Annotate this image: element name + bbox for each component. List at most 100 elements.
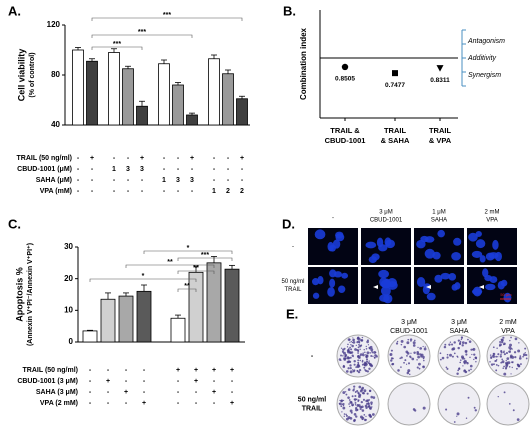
treatment-cell: -	[177, 389, 180, 396]
colony	[367, 344, 370, 346]
significance-bracket	[91, 46, 143, 50]
colony	[410, 356, 412, 359]
colony	[396, 340, 399, 343]
colony	[348, 347, 350, 350]
nucleus	[479, 255, 486, 263]
colony	[343, 413, 346, 415]
colony	[406, 341, 410, 345]
colony	[358, 341, 361, 344]
colony	[346, 360, 350, 364]
colony	[358, 356, 361, 359]
column-label: SAHA	[431, 218, 447, 224]
colony	[463, 369, 466, 372]
colony	[441, 356, 445, 360]
colony	[420, 355, 423, 358]
colony	[353, 385, 356, 388]
y-axis-label: Apoptosis %	[14, 267, 24, 322]
colony	[505, 361, 508, 365]
colony	[361, 409, 365, 412]
y-tick-label: 20	[64, 274, 73, 283]
colony	[364, 404, 368, 408]
colony	[504, 367, 508, 370]
nucleus	[451, 284, 458, 291]
colony	[354, 403, 357, 406]
colony	[489, 354, 492, 356]
treatment-cell: -	[143, 378, 146, 385]
treatment-cell: -	[213, 378, 216, 385]
treatment-cell: -	[77, 166, 80, 173]
bar	[206, 262, 222, 343]
colony	[461, 337, 463, 339]
treatment-cell: -	[227, 166, 230, 173]
colony	[349, 400, 353, 404]
colony	[500, 338, 503, 341]
colony	[366, 392, 369, 395]
colony	[503, 353, 506, 356]
treatment-cell: 3	[140, 166, 144, 173]
colony	[451, 355, 454, 358]
treatment-cell: -	[107, 400, 110, 407]
treatment-cell: -	[77, 177, 80, 184]
colony	[517, 349, 521, 353]
colony	[365, 345, 367, 348]
colony	[446, 367, 449, 370]
colony	[422, 406, 426, 410]
bar	[118, 295, 134, 343]
colony	[354, 348, 357, 351]
colony	[358, 343, 360, 346]
colony	[522, 353, 526, 357]
colony	[503, 372, 507, 376]
colony	[363, 362, 366, 366]
nucleus	[471, 250, 483, 258]
colony	[371, 406, 373, 408]
significance-label: **	[167, 259, 173, 266]
colony	[357, 354, 360, 357]
colony	[365, 358, 369, 361]
colony	[497, 396, 499, 398]
colony	[411, 357, 415, 361]
colony	[368, 399, 371, 401]
colony	[511, 361, 513, 364]
colony	[354, 401, 357, 404]
colony	[363, 366, 366, 369]
colony	[358, 385, 362, 389]
nucleus	[416, 239, 426, 249]
significance-label: ***	[113, 41, 121, 48]
colony	[470, 348, 473, 351]
colony	[469, 356, 471, 359]
colony	[512, 409, 515, 412]
colony	[500, 340, 504, 344]
treatment-cell: -	[195, 389, 198, 396]
colony	[525, 354, 528, 357]
y-tick-label: 40	[51, 120, 60, 129]
colony	[475, 361, 477, 363]
colony	[406, 371, 410, 375]
colony	[446, 356, 449, 359]
colony	[389, 354, 391, 356]
colony	[349, 364, 352, 367]
column-label: 1 μM	[432, 210, 445, 216]
colony	[444, 343, 447, 346]
nucleus	[327, 287, 335, 297]
y-tick-label: 10	[64, 305, 73, 314]
treatment-cell: +	[194, 367, 198, 374]
colony	[461, 356, 465, 360]
colony	[457, 346, 460, 350]
colony	[358, 393, 362, 397]
colony	[525, 357, 528, 360]
treatment-cell: -	[141, 188, 144, 195]
nucleus	[448, 272, 457, 281]
significance-label: *	[187, 245, 190, 252]
colony	[390, 359, 393, 362]
colony	[353, 413, 357, 416]
colony	[358, 405, 362, 408]
treatment-cell: -	[227, 155, 230, 162]
colony	[349, 356, 352, 359]
treatment-cell: +	[190, 155, 194, 162]
scale-bar-label: 50 μm	[500, 292, 512, 297]
colony	[472, 347, 476, 351]
colony	[445, 408, 448, 411]
colony	[468, 340, 472, 343]
colony	[350, 348, 353, 351]
treatment-cell: +	[230, 367, 234, 374]
